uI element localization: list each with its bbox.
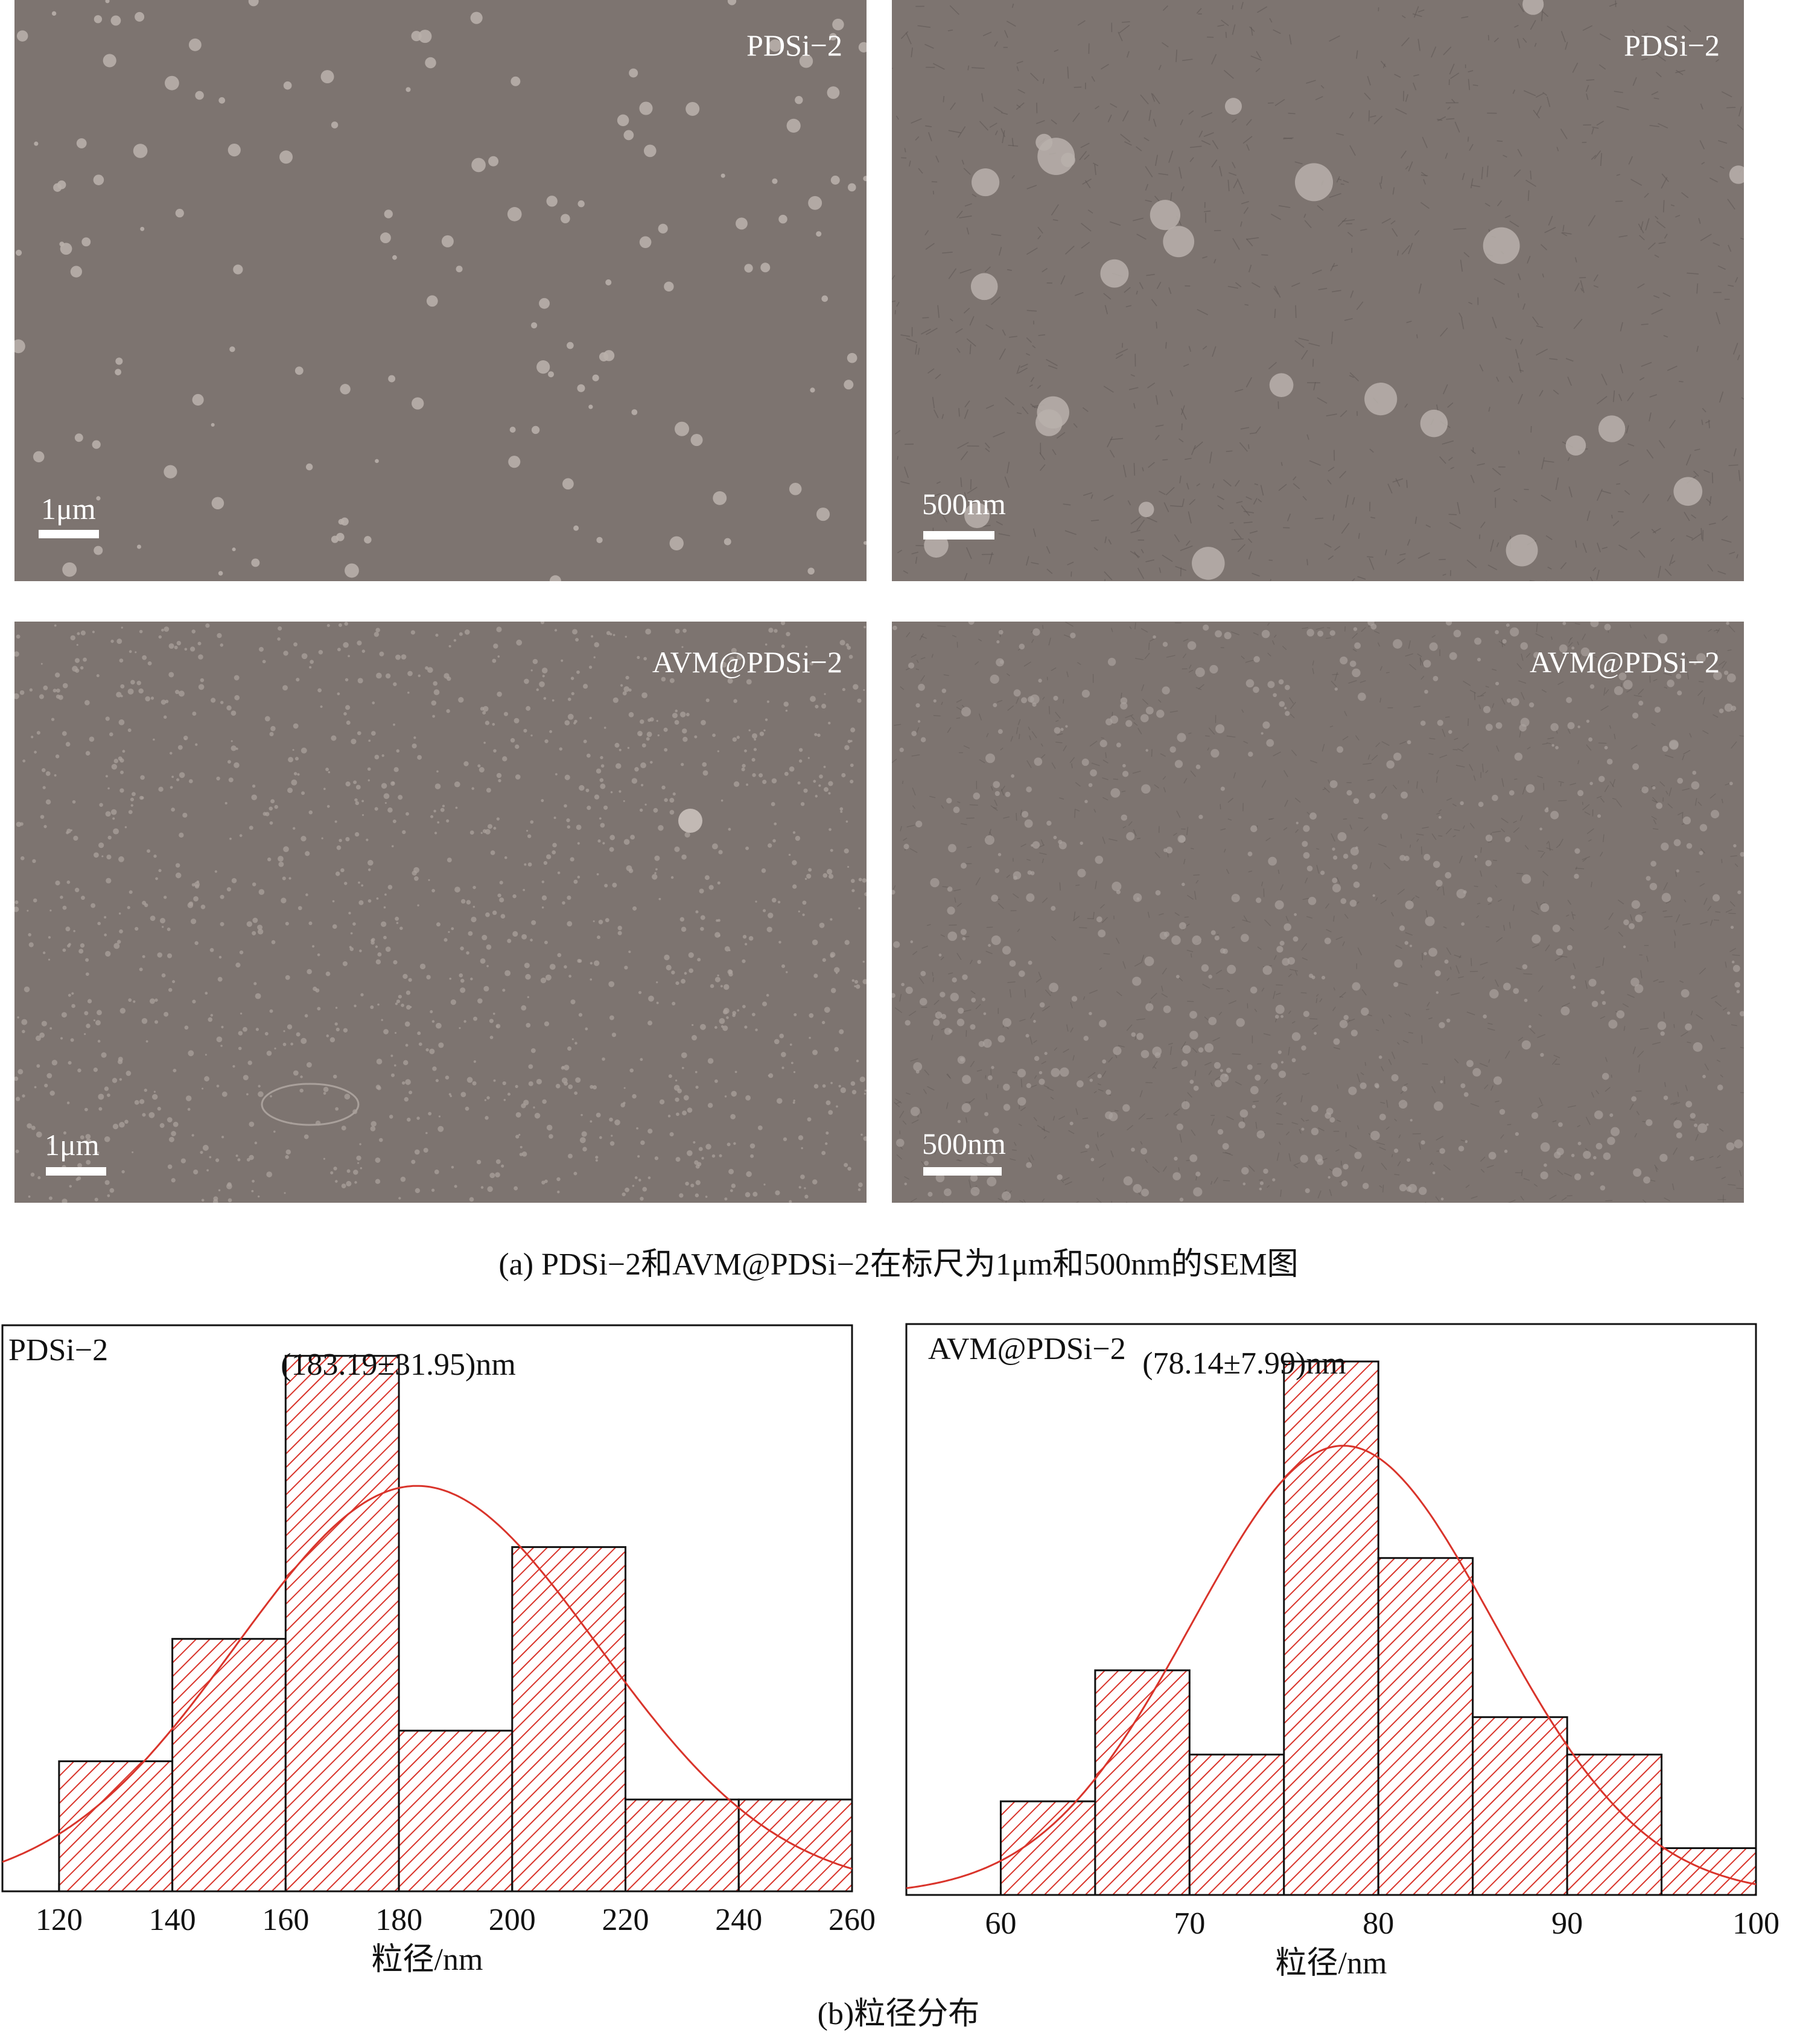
- sample-label: AVM@PDSi−2: [928, 1332, 1126, 1366]
- histogram-avm-pdsi: 60 70 80 90 100 AVM@PDSi−2 (78.14±7.99)nm 粒径/nm: [905, 1323, 1780, 1981]
- histogram-bar: [398, 1730, 514, 1893]
- x-tick-label: 90: [1551, 1906, 1583, 1941]
- sem-sample-label: AVM@PDSi−2: [1529, 645, 1720, 679]
- sem-image-avm-pdsi-500nm: AVM@PDSi−2 500nm: [892, 622, 1744, 1203]
- histogram-bar: [511, 1546, 627, 1893]
- histogram-pdsi: 120 140 160 180 200 220 240 260 PDSi−2 (183.19±31…: [1, 1324, 876, 1977]
- x-tick-label: 70: [1174, 1906, 1205, 1941]
- histogram-bar: [999, 1800, 1096, 1896]
- sem-texture: [892, 0, 1744, 581]
- histogram-bar: [284, 1355, 400, 1893]
- histogram-bar: [1188, 1753, 1285, 1896]
- x-tick-label: 240: [715, 1903, 762, 1937]
- histogram-bar: [1094, 1669, 1191, 1896]
- scale-bar: [923, 531, 994, 540]
- scale-bar-label: 500nm: [922, 487, 1006, 521]
- sem-image-avm-pdsi-1um: AVM@PDSi−2 1μm: [14, 622, 867, 1203]
- histogram-bar: [171, 1638, 287, 1893]
- sem-image-pdsi-1um: PDSi−2 1μm: [14, 0, 867, 581]
- x-axis-label: 粒径/nm: [372, 1943, 483, 1977]
- x-tick-label: 120: [36, 1903, 83, 1937]
- sem-image-pdsi-500nm: PDSi−2 500nm: [892, 0, 1744, 581]
- x-tick-label: 160: [262, 1903, 309, 1937]
- x-axis-label: 粒径/nm: [1276, 1946, 1387, 1981]
- figure-caption-b: (b)粒径分布: [817, 1997, 980, 2031]
- sample-label: PDSi−2: [8, 1333, 108, 1367]
- x-tick-label: 220: [602, 1903, 649, 1937]
- histogram-bar: [1283, 1360, 1379, 1896]
- figure-caption-a: (a) PDSi−2和AVM@PDSi−2在标尺为1μm和500nm的SEM图: [498, 1247, 1299, 1282]
- sem-texture: [14, 622, 867, 1203]
- scale-bar: [39, 530, 99, 538]
- sem-sample-label: AVM@PDSi−2: [652, 645, 842, 679]
- x-tick-label: 140: [149, 1903, 196, 1937]
- sem-texture: [892, 622, 1744, 1203]
- scale-bar: [46, 1167, 106, 1176]
- histogram-bar: [625, 1798, 740, 1893]
- x-tick-label: 180: [375, 1903, 422, 1937]
- sem-sample-label: PDSi−2: [746, 28, 842, 62]
- scale-bar: [923, 1167, 1002, 1176]
- scale-bar-label: 1μm: [41, 492, 96, 526]
- x-tick-label: 200: [489, 1903, 536, 1937]
- histogram-bar: [58, 1760, 174, 1893]
- mean-size-annotation: (183.19±31.95)nm: [281, 1348, 516, 1382]
- scale-bar-label: 500nm: [922, 1127, 1006, 1160]
- x-tick-label: 60: [985, 1906, 1016, 1941]
- histogram-bar: [1566, 1753, 1663, 1896]
- sem-sample-label: PDSi−2: [1624, 28, 1720, 62]
- histogram-bar: [1377, 1557, 1474, 1896]
- x-tick-label: 100: [1732, 1906, 1780, 1941]
- x-tick-label: 260: [829, 1903, 876, 1937]
- histogram-bar: [1472, 1716, 1568, 1896]
- x-tick-label: 80: [1363, 1906, 1394, 1941]
- normal-fit-curve: [906, 1445, 1757, 1890]
- sem-texture: [14, 0, 867, 581]
- scale-bar-label: 1μm: [45, 1128, 100, 1162]
- normal-fit-curve: [2, 1485, 853, 1870]
- mean-size-annotation: (78.14±7.99)nm: [1142, 1346, 1346, 1381]
